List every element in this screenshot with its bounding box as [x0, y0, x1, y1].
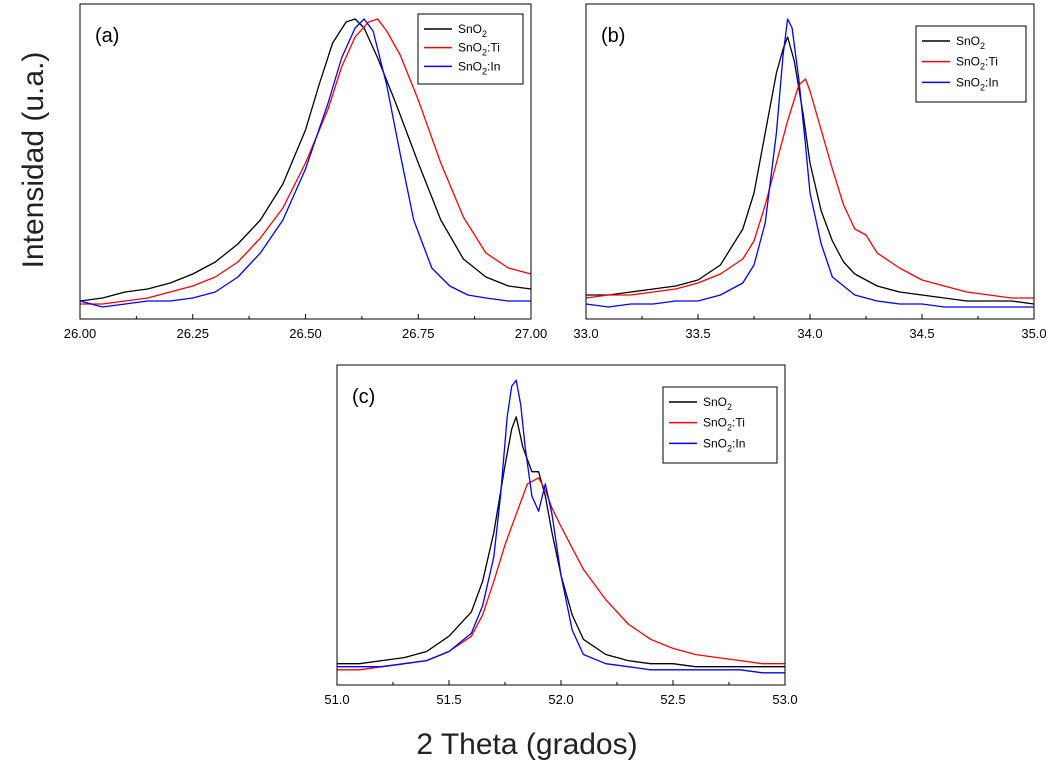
legend-label: SnO2:Ti: [956, 55, 998, 72]
panel-c: 51.0 51.5 52.0 52.5 53.0 (c) SnO2 SnO2:Ti SnO2:I…: [324, 364, 798, 707]
legend-box: [915, 25, 1027, 103]
x-tick-label: 34.0: [797, 326, 822, 341]
x-tick-label: 53.0: [772, 692, 797, 707]
series-line-sno2: [79, 18, 532, 302]
panel-label: (b): [601, 25, 625, 47]
series-line-sno2-in: [585, 18, 1034, 308]
x-tick-label: 26.75: [402, 326, 435, 341]
legend-label: SnO2: [458, 22, 487, 39]
x-tick-label: 34.5: [909, 326, 934, 341]
series-line-sno2-in: [337, 379, 785, 674]
legend-label: SnO2:In: [703, 436, 745, 453]
legend-box: [662, 386, 778, 464]
series-line-sno2-ti: [585, 78, 1034, 299]
legend-label: SnO2:In: [956, 75, 998, 92]
x-tick-label: 26.50: [289, 326, 322, 341]
legend-label: SnO2:In: [458, 59, 500, 76]
x-tick-label: 52.5: [660, 692, 685, 707]
x-tick-label: 52.0: [548, 692, 573, 707]
legend-label: SnO2: [956, 34, 985, 51]
legend-label: SnO2:Ti: [458, 41, 500, 58]
panel-b: 33.0 33.5 34.0 34.5 35.0 (b) SnO2 SnO2:Ti SnO2:I…: [573, 3, 1047, 341]
x-tick-label: 27.00: [515, 326, 548, 341]
series-line-sno2-ti: [80, 18, 532, 305]
legend: SnO2 SnO2:Ti SnO2:In: [915, 25, 1027, 103]
x-axis-label: 2 Theta (grados): [416, 728, 638, 761]
panel-a: 26.00 26.25 26.50 26.75 27.00 (a) SnO2 SnO2:TiS…: [64, 3, 548, 341]
x-tick-label: 51.5: [436, 692, 461, 707]
panel-label: (c): [352, 386, 375, 408]
x-tick-label: 35.0: [1021, 326, 1046, 341]
x-tick-label: 33.5: [685, 326, 710, 341]
series-line-sno2-in: [79, 18, 531, 308]
series-line-sno2: [586, 36, 1035, 305]
panel-label: (a): [95, 25, 119, 47]
legend-label: SnO2: [703, 395, 732, 412]
legend: SnO2 SnO2:Ti SnO2:In: [662, 386, 778, 464]
x-tick-label: 26.00: [64, 326, 97, 341]
series-line-sno2: [337, 416, 785, 668]
legend-box: [417, 13, 524, 85]
legend-label: SnO2:Ti: [703, 416, 745, 433]
x-tick-label: 33.0: [573, 326, 598, 341]
x-tick-label: 51.0: [324, 692, 349, 707]
x-tick-label: 26.25: [176, 326, 209, 341]
